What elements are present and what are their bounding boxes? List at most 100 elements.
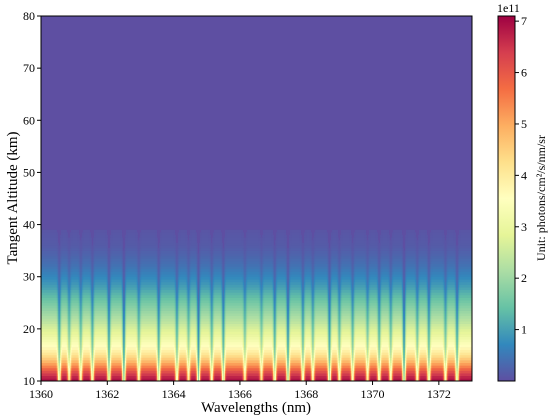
heatmap-cell xyxy=(103,362,105,366)
heatmap-cell xyxy=(119,375,121,379)
heatmap-cell xyxy=(69,279,71,283)
heatmap-cell xyxy=(65,328,67,332)
heatmap-cell xyxy=(110,373,112,377)
heatmap-cell xyxy=(76,263,78,267)
heatmap-cell xyxy=(92,373,94,377)
heatmap-cell xyxy=(101,378,103,382)
heatmap-cell xyxy=(121,326,123,330)
heatmap-cell xyxy=(83,232,85,236)
heatmap-cell xyxy=(65,365,67,369)
heatmap-cell xyxy=(109,281,111,285)
heatmap-cell xyxy=(81,360,83,364)
heatmap-cell xyxy=(114,250,116,254)
heatmap-cell xyxy=(127,367,129,371)
heatmap-cell xyxy=(120,321,122,324)
heatmap-cell xyxy=(56,261,58,264)
heatmap-cell xyxy=(67,326,69,330)
heatmap-cell xyxy=(77,235,79,238)
heatmap-cell xyxy=(63,305,65,309)
heatmap-cell xyxy=(43,378,45,382)
heatmap-cell xyxy=(99,326,101,330)
heatmap-cell xyxy=(112,276,114,280)
heatmap-cell xyxy=(76,302,78,306)
heatmap-cell xyxy=(66,279,68,283)
heatmap-cell xyxy=(70,344,72,348)
heatmap-cell xyxy=(54,274,56,278)
heatmap-cell xyxy=(92,253,94,257)
heatmap-cell xyxy=(62,237,64,241)
heatmap-cell xyxy=(113,266,115,270)
heatmap-cell xyxy=(82,268,84,272)
heatmap-cell xyxy=(61,237,63,241)
heatmap-cell xyxy=(57,284,59,288)
heatmap-cell xyxy=(80,284,82,288)
heatmap-cell xyxy=(59,365,61,369)
heatmap-cell xyxy=(95,310,97,314)
heatmap-cell xyxy=(117,310,119,314)
heatmap-cell xyxy=(47,263,49,267)
heatmap-cell xyxy=(57,237,59,241)
heatmap-cell xyxy=(80,240,82,244)
heatmap-cell xyxy=(81,253,83,257)
heatmap-cell xyxy=(41,302,43,306)
heatmap-cell xyxy=(68,308,70,311)
heatmap-cell xyxy=(61,292,63,296)
heatmap-cell xyxy=(52,255,54,259)
heatmap-cell xyxy=(107,263,109,267)
heatmap-cell xyxy=(124,297,126,301)
heatmap-cell xyxy=(66,344,68,348)
heatmap-cell xyxy=(117,318,119,322)
heatmap-cell xyxy=(44,289,46,293)
heatmap-cell xyxy=(83,302,85,306)
heatmap-cell xyxy=(84,347,86,351)
heatmap-cell xyxy=(57,357,59,361)
heatmap-cell xyxy=(72,292,74,296)
heatmap-cell xyxy=(113,321,115,324)
heatmap-cell xyxy=(82,347,84,351)
heatmap-cell xyxy=(63,373,65,377)
heatmap-cell xyxy=(74,313,76,317)
heatmap-cell xyxy=(51,354,53,358)
heatmap-cell xyxy=(90,300,92,304)
heatmap-cell xyxy=(126,310,128,314)
heatmap-cell xyxy=(64,341,66,345)
heatmap-cell xyxy=(83,349,85,353)
heatmap-cell xyxy=(57,292,59,296)
heatmap-cell xyxy=(103,297,105,301)
heatmap-cell xyxy=(104,279,106,283)
heatmap-cell xyxy=(102,237,104,241)
heatmap-cell xyxy=(109,279,111,283)
heatmap-cell xyxy=(89,323,91,327)
heatmap-cell xyxy=(116,308,118,311)
heatmap-cell xyxy=(111,242,113,246)
heatmap-cell xyxy=(44,365,46,369)
heatmap-cell xyxy=(43,281,45,285)
heatmap-cell xyxy=(103,365,105,369)
heatmap-cell xyxy=(51,334,53,337)
heatmap-cell xyxy=(75,261,77,264)
heatmap-cell xyxy=(42,240,44,244)
heatmap-cell xyxy=(59,268,61,272)
heatmap-cell xyxy=(124,294,126,298)
heatmap-cell xyxy=(116,250,118,254)
heatmap-cell xyxy=(77,331,79,335)
heatmap-cell xyxy=(60,370,62,374)
heatmap-cell xyxy=(100,245,102,249)
heatmap-cell xyxy=(55,326,57,330)
heatmap-cell xyxy=(42,253,44,257)
heatmap-cell xyxy=(120,328,122,332)
heatmap-cell xyxy=(44,326,46,330)
heatmap-cell xyxy=(76,250,78,254)
heatmap-cell xyxy=(58,276,60,280)
heatmap-cell xyxy=(120,274,122,278)
heatmap-cell xyxy=(107,310,109,314)
heatmap-cell xyxy=(96,334,98,337)
heatmap-cell xyxy=(44,315,46,319)
heatmap-cell xyxy=(119,315,121,319)
heatmap-cell xyxy=(106,248,108,251)
heatmap-cell xyxy=(43,331,45,335)
heatmap-cell xyxy=(60,287,62,291)
heatmap-cell xyxy=(78,354,80,358)
heatmap-cell xyxy=(81,266,83,270)
heatmap-cell xyxy=(51,237,53,241)
